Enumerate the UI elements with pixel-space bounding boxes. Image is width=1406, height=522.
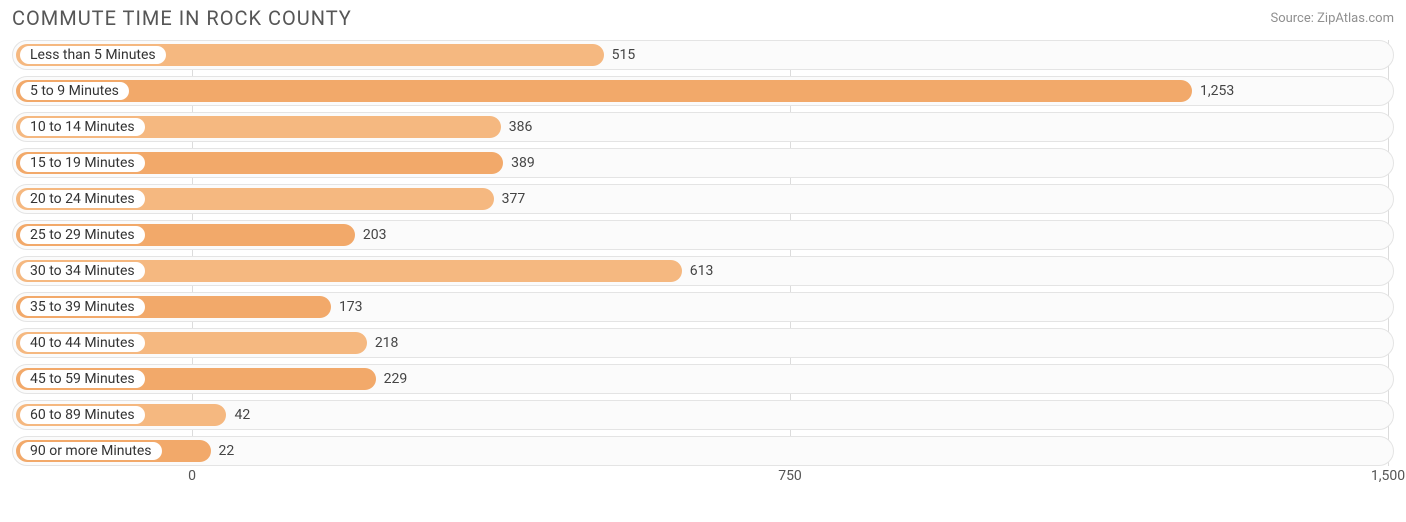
category-label: 25 to 29 Minutes (20, 226, 145, 244)
bar-row: 90 or more Minutes 22 (12, 436, 1394, 466)
value-label: 229 (376, 365, 408, 393)
category-label: 45 to 59 Minutes (20, 370, 145, 388)
bar-row: 45 to 59 Minutes 229 (12, 364, 1394, 394)
bar-row: 15 to 19 Minutes 389 (12, 148, 1394, 178)
category-label: 60 to 89 Minutes (20, 406, 145, 424)
bar-row: 25 to 29 Minutes 203 (12, 220, 1394, 250)
value-label: 42 (226, 401, 250, 429)
gridline (1388, 40, 1389, 466)
category-label: 15 to 19 Minutes (20, 154, 145, 172)
value-label: 173 (331, 293, 363, 321)
bar-row: 10 to 14 Minutes 386 (12, 112, 1394, 142)
chart-container: Less than 5 Minutes 515 5 to 9 Minutes 1,25… (0, 34, 1406, 492)
x-axis: 07501,500 (12, 468, 1394, 492)
bar-fill (16, 80, 1192, 102)
bar-row: 30 to 34 Minutes 613 (12, 256, 1394, 286)
value-label: 1,253 (1192, 77, 1234, 105)
value-label: 386 (501, 113, 533, 141)
value-label: 218 (367, 329, 399, 357)
bar-row: 20 to 24 Minutes 377 (12, 184, 1394, 214)
chart-source: Source: ZipAtlas.com (1270, 11, 1394, 26)
value-label: 203 (355, 221, 387, 249)
x-tick: 750 (778, 468, 802, 484)
bar-row: 5 to 9 Minutes 1,253 (12, 76, 1394, 106)
category-label: 35 to 39 Minutes (20, 298, 145, 316)
value-label: 377 (494, 185, 526, 213)
chart-header: COMMUTE TIME IN ROCK COUNTY Source: ZipA… (0, 0, 1406, 34)
x-tick: 0 (188, 468, 196, 484)
bar-row: Less than 5 Minutes 515 (12, 40, 1394, 70)
chart-title: COMMUTE TIME IN ROCK COUNTY (12, 6, 352, 30)
category-label: 20 to 24 Minutes (20, 190, 145, 208)
value-label: 613 (682, 257, 714, 285)
category-label: 40 to 44 Minutes (20, 334, 145, 352)
value-label: 22 (211, 437, 235, 465)
x-tick: 1,500 (1371, 468, 1405, 484)
plot-area: Less than 5 Minutes 515 5 to 9 Minutes 1,25… (12, 40, 1394, 466)
category-label: 5 to 9 Minutes (20, 82, 129, 100)
value-label: 389 (503, 149, 535, 177)
category-label: 10 to 14 Minutes (20, 118, 145, 136)
bar-row: 35 to 39 Minutes 173 (12, 292, 1394, 322)
category-label: 90 or more Minutes (20, 442, 162, 460)
bar-row: 40 to 44 Minutes 218 (12, 328, 1394, 358)
value-label: 515 (604, 41, 636, 69)
category-label: Less than 5 Minutes (20, 46, 166, 64)
category-label: 30 to 34 Minutes (20, 262, 145, 280)
bar-row: 60 to 89 Minutes 42 (12, 400, 1394, 430)
